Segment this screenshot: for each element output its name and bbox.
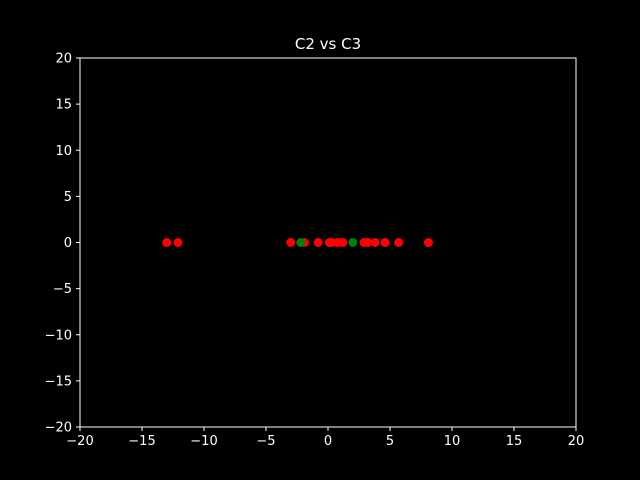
y-tick-label: 0 (64, 236, 72, 251)
red-data-point (286, 238, 296, 247)
x-tick-label: −5 (256, 434, 275, 449)
y-tick-label: −15 (45, 374, 72, 389)
red-data-point (394, 238, 404, 247)
red-data-point (338, 238, 348, 247)
y-axis-ticks: −20 −15 −10 −5 0 5 10 15 20 (45, 52, 80, 436)
x-tick-label: −10 (190, 434, 217, 449)
y-tick-label: 20 (55, 52, 72, 67)
y-tick-label: −10 (45, 328, 72, 343)
y-tick-label: −20 (45, 421, 72, 436)
red-data-point (313, 238, 323, 247)
x-tick-label: −15 (128, 434, 155, 449)
chart-title: C2 vs C3 (295, 35, 361, 53)
red-data-point (173, 238, 183, 247)
y-tick-label: 10 (55, 144, 72, 159)
x-tick-label: 5 (386, 434, 394, 449)
y-tick-label: −5 (53, 282, 72, 297)
red-data-point (370, 238, 380, 247)
y-tick-label: 15 (55, 98, 72, 113)
x-tick-label: 10 (444, 434, 461, 449)
red-data-point (327, 238, 337, 247)
x-tick-label: 15 (506, 434, 523, 449)
red-data-point (162, 238, 172, 247)
x-tick-label: 0 (324, 434, 332, 449)
x-tick-label: 20 (568, 434, 585, 449)
y-tick-label: 5 (64, 190, 72, 205)
data-points (162, 238, 433, 247)
green-data-point (296, 238, 306, 247)
x-tick-label: −20 (66, 434, 93, 449)
red-data-point (423, 238, 433, 247)
plot-area-frame (79, 57, 577, 428)
green-data-point (348, 238, 358, 247)
x-axis-ticks: −20 −15 −10 −5 0 5 10 15 20 (66, 427, 584, 449)
red-data-point (380, 238, 390, 247)
red-data-point (363, 238, 373, 247)
